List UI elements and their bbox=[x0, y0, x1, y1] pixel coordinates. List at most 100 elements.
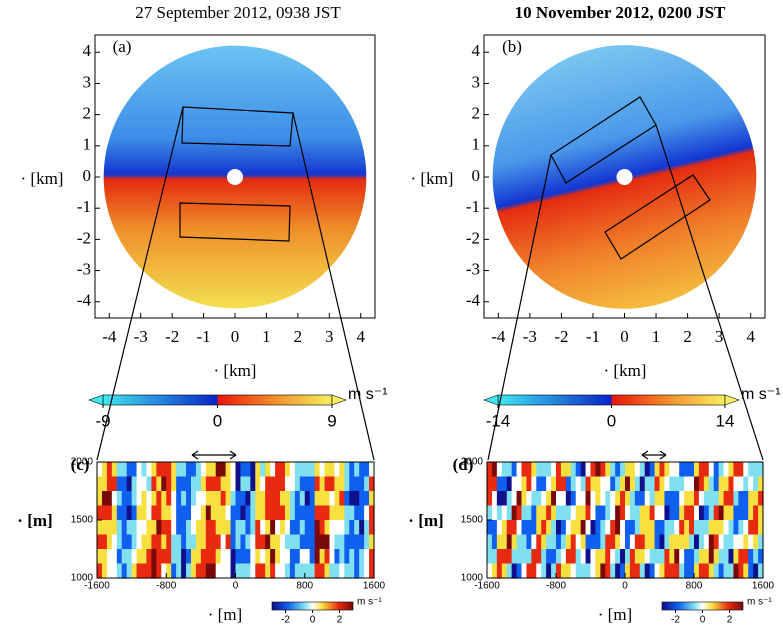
heatmap-cell bbox=[551, 563, 557, 579]
heatmap-cell bbox=[748, 534, 754, 550]
heatmap-cell bbox=[703, 549, 710, 565]
heatmap-cell bbox=[354, 534, 360, 550]
heatmap-cell bbox=[339, 491, 345, 507]
heatmap-cell bbox=[634, 505, 641, 521]
heatmap-cell bbox=[689, 462, 695, 478]
zoom-line bbox=[292, 112, 375, 461]
heatmap-cell bbox=[240, 462, 246, 478]
heatmap-cell bbox=[536, 563, 542, 579]
y-tick-label: 3 bbox=[472, 72, 481, 91]
heatmap-cell bbox=[235, 520, 242, 536]
heatmap-cell bbox=[215, 462, 222, 478]
heatmap-cell bbox=[151, 549, 157, 565]
heatmap-cell bbox=[235, 476, 242, 492]
heatmap-cell bbox=[713, 520, 720, 536]
heatmap-cell bbox=[708, 462, 715, 478]
heatmap-cell bbox=[161, 476, 167, 492]
heatmap-cell bbox=[708, 563, 715, 579]
heatmap-cell bbox=[156, 462, 162, 478]
heatmap-cell bbox=[354, 476, 360, 492]
heatmap-cell bbox=[284, 462, 291, 478]
colorbar-unit: m s⁻¹ bbox=[348, 386, 388, 403]
heatmap-cell bbox=[556, 462, 562, 478]
heatmap-cell bbox=[289, 476, 296, 492]
heatmap-cell bbox=[659, 505, 666, 521]
x-tick-label: -800 bbox=[546, 581, 566, 592]
heatmap-cell bbox=[181, 505, 187, 521]
heatmap-cell bbox=[220, 520, 227, 536]
y-tick-label: 2 bbox=[472, 104, 481, 123]
heatmap-cell bbox=[309, 549, 316, 565]
heatmap-cell bbox=[309, 520, 316, 536]
heatmap-cell bbox=[491, 505, 498, 521]
heatmap-cell bbox=[195, 549, 202, 565]
heatmap-cell bbox=[314, 549, 321, 565]
heatmap-cell bbox=[146, 491, 153, 507]
heatmap-cell bbox=[605, 505, 611, 521]
heatmap-cell bbox=[161, 563, 167, 579]
heatmap-cell bbox=[758, 520, 764, 536]
heatmap-cell bbox=[369, 534, 375, 550]
heatmap-cell bbox=[171, 462, 177, 478]
colorbar bbox=[102, 394, 333, 406]
heatmap-cell bbox=[260, 505, 266, 521]
colorbar-tick-label: 0 bbox=[700, 615, 706, 626]
heatmap-cell bbox=[679, 520, 685, 536]
heatmap-cell bbox=[334, 462, 340, 478]
heatmap-cell bbox=[121, 476, 128, 492]
heatmap-cell bbox=[743, 549, 749, 565]
heatmap-cell bbox=[136, 462, 143, 478]
heatmap-cell bbox=[689, 549, 695, 565]
heatmap-cell bbox=[171, 491, 177, 507]
heatmap-cell bbox=[496, 462, 503, 478]
heatmap-cell bbox=[369, 462, 375, 478]
heatmap-cell bbox=[738, 563, 744, 579]
heatmap-cell bbox=[106, 505, 113, 521]
heatmap-cell bbox=[190, 549, 197, 565]
heatmap-cell bbox=[536, 534, 542, 550]
heatmap-cell bbox=[126, 563, 133, 579]
heatmap-cell bbox=[359, 491, 365, 507]
x-tick-label: -3 bbox=[134, 327, 148, 346]
heatmap-cell bbox=[245, 476, 251, 492]
heatmap-cell bbox=[565, 520, 572, 536]
heatmap-cell bbox=[560, 462, 567, 478]
heatmap-cell bbox=[738, 505, 744, 521]
heatmap-cell bbox=[166, 462, 172, 478]
heatmap-cell bbox=[349, 462, 355, 478]
heatmap-cell bbox=[644, 505, 651, 521]
heatmap-cell bbox=[570, 549, 577, 565]
heatmap-cell bbox=[689, 520, 695, 536]
heatmap-cell bbox=[551, 462, 557, 478]
heatmap-cell bbox=[743, 462, 749, 478]
heatmap-cell bbox=[654, 520, 661, 536]
colorbar-unit: m s⁻¹ bbox=[357, 597, 382, 608]
heatmap-cell bbox=[733, 476, 739, 492]
heatmap-cell bbox=[280, 549, 286, 565]
heatmap-cell bbox=[156, 505, 162, 521]
sample-box bbox=[181, 106, 294, 147]
heatmap-cell bbox=[511, 476, 518, 492]
heatmap-cell bbox=[240, 476, 246, 492]
heatmap-cell bbox=[684, 491, 690, 507]
heatmap-cell bbox=[255, 462, 261, 478]
heatmap-cell bbox=[728, 476, 735, 492]
heatmap-cell bbox=[521, 462, 528, 478]
heatmap-cell bbox=[575, 563, 582, 579]
heatmap-cell bbox=[240, 520, 246, 536]
heatmap-cell bbox=[575, 462, 582, 478]
heatmap-cell bbox=[600, 505, 606, 521]
heatmap-cell bbox=[205, 505, 212, 521]
heatmap-cell bbox=[195, 520, 202, 536]
zoom-line bbox=[655, 124, 764, 461]
heatmap-cell bbox=[590, 505, 597, 521]
heatmap-cell bbox=[131, 491, 138, 507]
heatmap-cell bbox=[319, 476, 326, 492]
heatmap-cell bbox=[265, 534, 271, 550]
heatmap-cell bbox=[496, 505, 503, 521]
heatmap-cell bbox=[339, 549, 345, 565]
heatmap-cell bbox=[634, 476, 641, 492]
heatmap-cell bbox=[255, 563, 261, 579]
heatmap-cell bbox=[284, 520, 291, 536]
heatmap-cell bbox=[733, 520, 739, 536]
